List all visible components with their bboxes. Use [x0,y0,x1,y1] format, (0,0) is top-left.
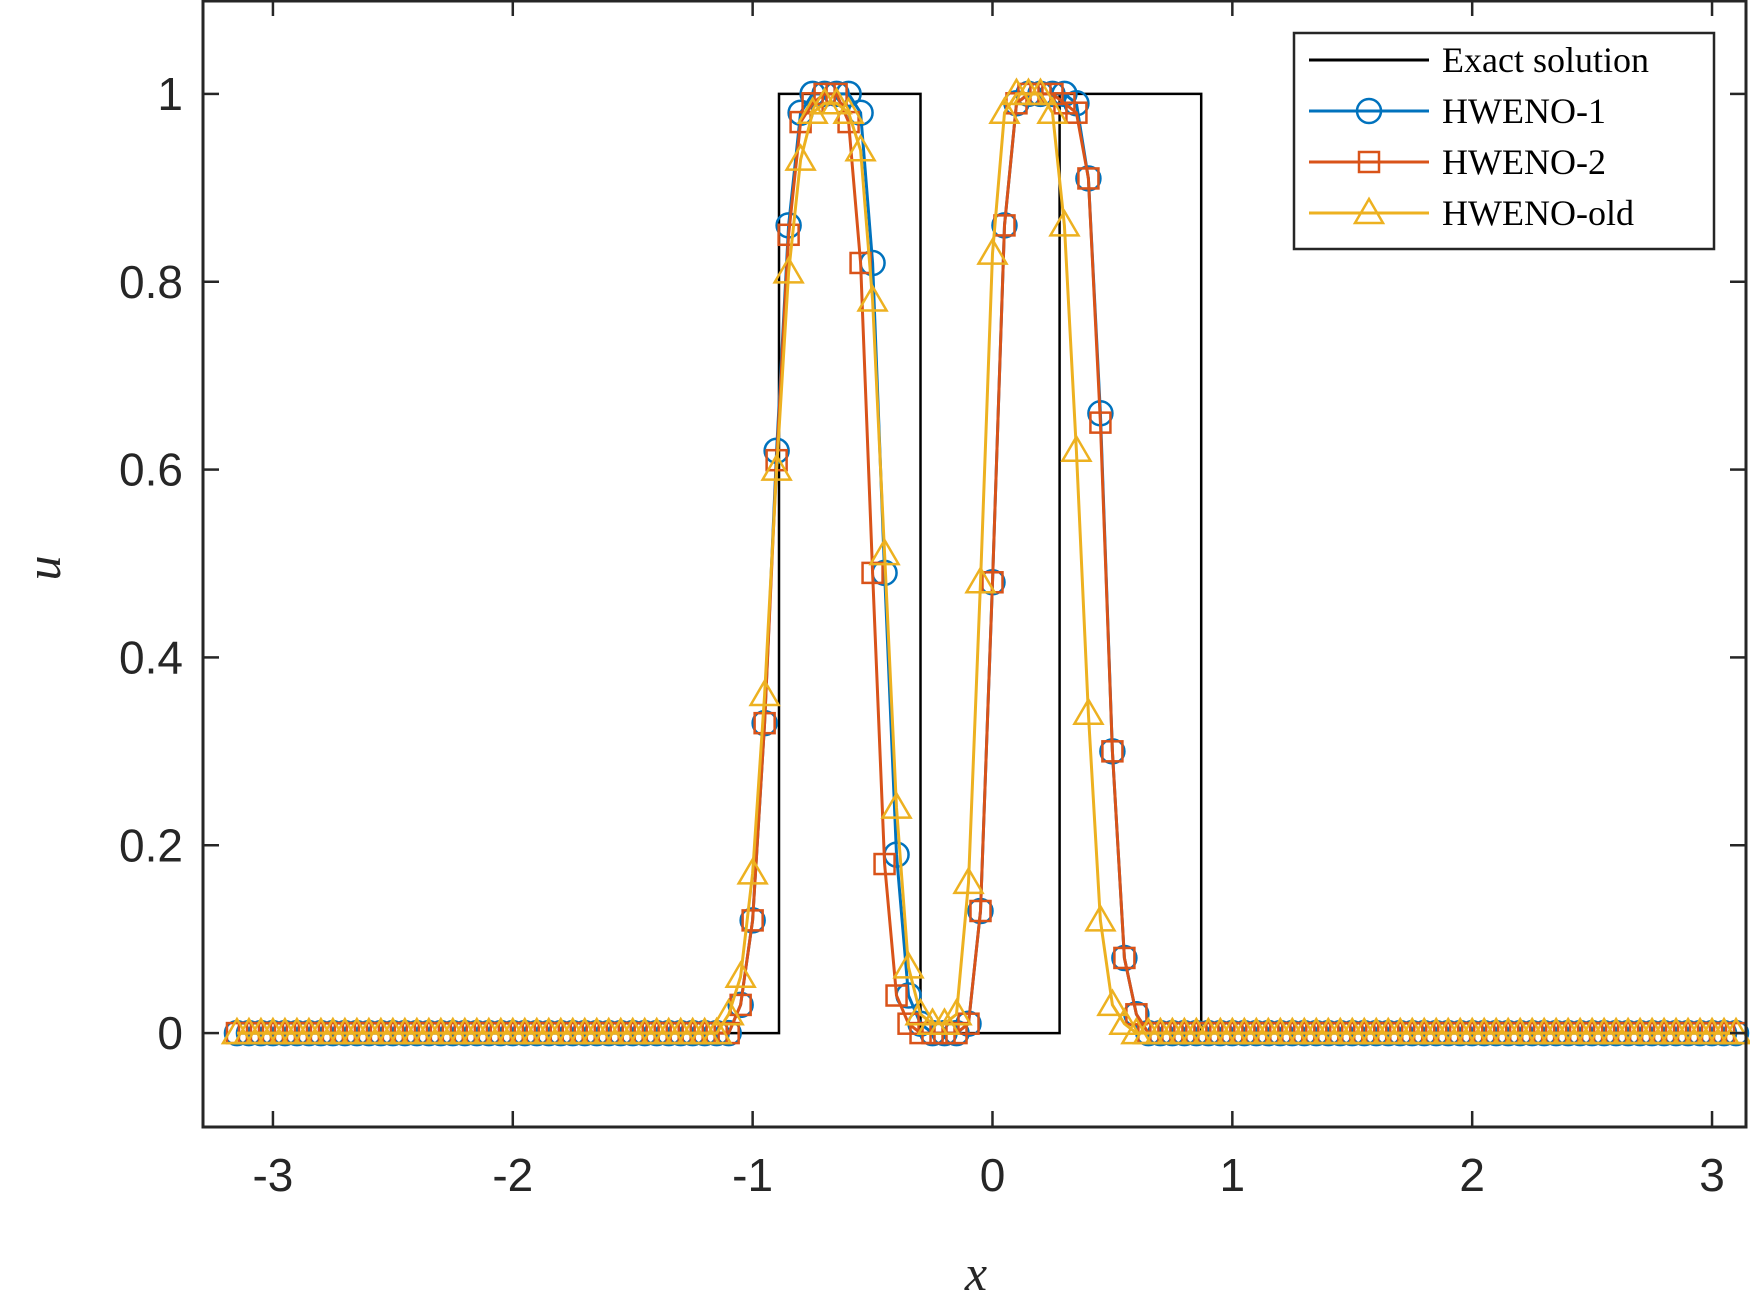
x-tick-label: -2 [492,1149,533,1201]
data-point [885,984,908,1007]
data-point [1036,96,1069,124]
data-point [904,997,937,1026]
data-point [1060,434,1093,463]
y-tick-label: 0.2 [119,819,183,871]
axes-layer [201,0,1748,1129]
data-point [1077,167,1100,190]
data-point [969,899,992,923]
data-point [964,565,997,594]
x-tick-label: -1 [732,1149,773,1201]
data-point [940,997,973,1026]
data-point [880,791,913,819]
data-point [712,997,745,1026]
data-point [727,991,754,1019]
data-point [873,852,896,876]
data-point [832,96,865,124]
legend-swatch-marker [1352,196,1386,225]
ticks-layer: -3 -2 -1 0 1 2 3 0 0.2 0.4 0.6 0.8 1 [119,0,1746,1201]
x-tick-label: 1 [1220,1149,1246,1201]
y-axis-label: u [15,556,71,581]
data-point [1108,1007,1141,1035]
data-point [741,909,764,932]
data-point [1101,740,1124,763]
data-point [1096,988,1129,1017]
data-point [1719,1016,1750,1045]
data-point [1113,946,1136,970]
x-tick-label: -3 [252,1149,293,1201]
data-point [784,143,817,171]
data-point [976,237,1009,265]
data-point [1065,101,1088,124]
data-point [1024,77,1057,106]
legend: Exact solution HWENO-1 HWENO-2 HWENO-old [1292,31,1716,251]
data-point [1072,697,1105,726]
series-hweno-old [220,77,1750,1045]
data-point [988,96,1021,124]
x-tick-label: 3 [1699,1149,1725,1201]
data-point [772,255,805,284]
data-point [844,133,877,162]
y-tick-label: 0 [157,1007,183,1059]
series-layer [220,77,1750,1047]
data-point [724,960,757,988]
data-point [796,96,829,124]
series-line [237,92,1736,1035]
y-tick-label: 1 [157,68,183,120]
data-point [892,950,925,979]
legend-label: HWENO-1 [1442,91,1606,131]
data-point [820,86,853,115]
legend-entry: Exact solution [1309,40,1649,80]
legend-label: HWENO-old [1442,193,1634,233]
x-tick-label: 0 [980,1149,1006,1201]
data-point [777,223,800,247]
legend-entry: HWENO-old [1309,193,1634,233]
plot-frame [201,0,1748,1129]
legend-swatch-marker [1355,97,1383,125]
data-point [868,537,901,566]
data-point [700,1016,733,1045]
data-point [1089,411,1112,434]
x-axis-label: x [964,1245,987,1301]
y-tick-label: 0.6 [119,444,183,496]
data-point [760,453,793,481]
data-point [928,1007,961,1035]
legend-entry: HWENO-1 [1309,91,1606,131]
x-tick-label: 2 [1459,1149,1485,1201]
series-exact-solution [239,92,1746,1035]
data-point [1048,208,1081,237]
data-point [736,856,769,885]
data-point [1084,903,1117,932]
data-point [856,284,889,312]
y-tick-label: 0.4 [119,631,183,683]
y-tick-label: 0.8 [119,256,183,308]
legend-label: Exact solution [1442,40,1649,80]
legend-entry: HWENO-2 [1309,142,1606,182]
legend-label: HWENO-2 [1442,142,1606,182]
data-point [952,866,985,895]
data-point [748,678,781,707]
series-line [239,92,1746,1035]
legend-swatch-marker [1357,150,1381,174]
